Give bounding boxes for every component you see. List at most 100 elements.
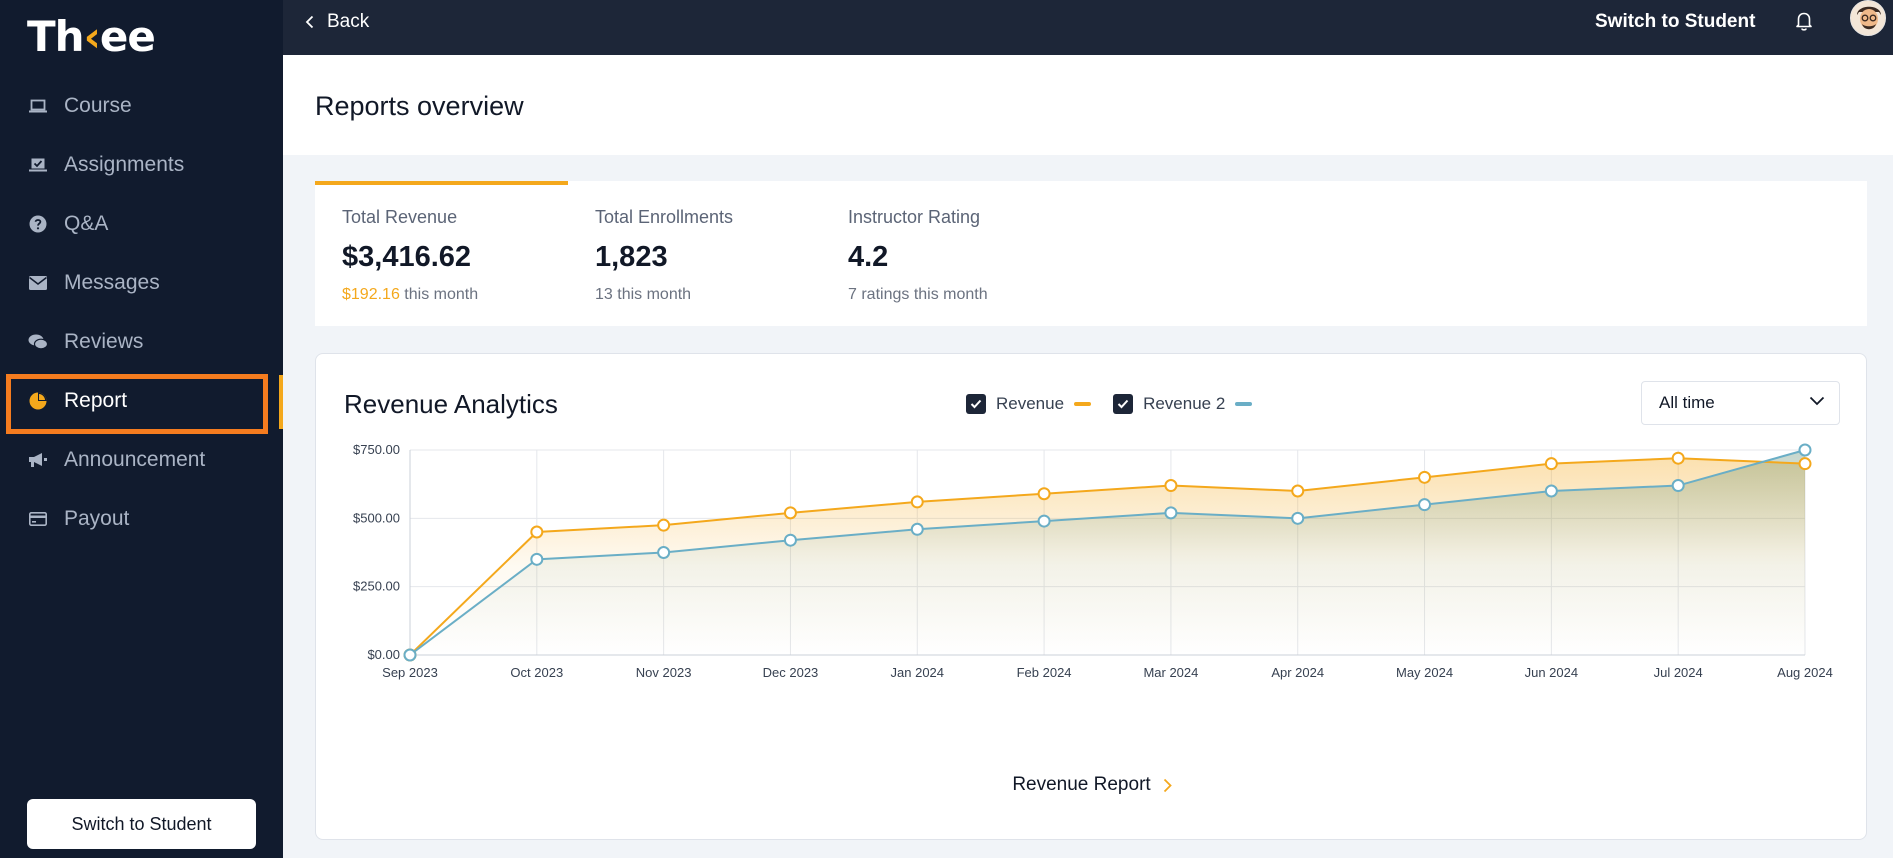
legend-swatch [1074,402,1092,406]
y-tick-label: $750.00 [353,442,400,457]
x-tick-label: May 2024 [1396,665,1453,680]
data-point [1671,479,1685,493]
envelope-icon [28,273,48,293]
back-button[interactable]: Back [305,0,369,44]
data-point [403,648,417,662]
data-point [910,522,924,536]
checkbox-checked[interactable] [966,394,986,414]
legend-label: Revenue [996,394,1065,413]
stat-subtext: $192.16 this month [342,286,478,304]
page-header: Reports overview [283,55,1893,155]
sidebar-item-label: Messages [64,270,160,294]
data-point [910,495,924,509]
sidebar-item-label: Announcement [64,447,206,471]
check-icon [1117,399,1129,409]
sidebar-item-announcement[interactable]: Announcement [0,430,283,489]
data-point [657,546,671,559]
data-point [1418,498,1432,512]
chevron-right-icon [1163,778,1172,792]
x-tick-label: Nov 2023 [636,665,692,680]
revenue-report-link[interactable]: Revenue Report [316,774,1868,796]
megaphone-icon [28,450,48,470]
stat-total-revenue[interactable]: Total Revenue $3,416.62 $192.16 this mon… [315,181,568,326]
sidebar-item-messages[interactable]: Messages [0,253,283,312]
sidebar-item-reviews[interactable]: Reviews [0,312,283,371]
x-tick-label: Jul 2024 [1654,665,1703,680]
sidebar-item-label: Q&A [64,211,109,235]
checkbox-checked[interactable] [1113,394,1134,414]
sidebar-item-label: Course [64,93,132,117]
comments-icon [28,332,48,352]
x-tick-label: Aug 2024 [1777,665,1833,680]
revenue-chart: $0.00 $250.00 $500.00 $750.00 Sep 2023 Oct 20… [353,442,1833,680]
revenue-report-label: Revenue Report [1012,774,1151,795]
data-point [1291,484,1305,498]
chevron-down-icon [1809,396,1825,406]
data-point [783,506,797,520]
x-tick-label: Oct 2023 [510,665,563,680]
x-tick-label: Jun 2024 [1525,665,1579,680]
active-indicator [279,375,283,429]
select-value: All time [1659,393,1715,412]
topbar: Back Switch to Student [283,0,1893,55]
assignment-icon [28,155,48,175]
stat-subtext-highlight: $192.16 [342,286,400,303]
page-title: Reports overview [315,91,524,121]
switch-to-student-button[interactable]: Switch to Student [27,799,256,849]
stat-label: Total Revenue [342,207,458,227]
stat-subtext-rest: this month [399,286,479,303]
chart-legend: Revenue Revenue 2 [966,394,1274,414]
x-tick-label: Sep 2023 [382,665,438,680]
data-point [1798,443,1812,457]
sidebar-item-payout[interactable]: Payout [0,489,283,548]
data-point [1671,451,1685,465]
data-point [1418,470,1432,484]
card-title: Revenue Analytics [344,389,558,419]
x-tick-label: Feb 2024 [1017,665,1072,680]
data-point [1164,506,1178,520]
legend-item-revenue-2[interactable]: Revenue 2 [1113,394,1253,414]
data-point [1798,457,1812,471]
sidebar-nav: Course Assignments Q&A Messages Reviews … [0,76,283,548]
switch-to-student-link[interactable]: Switch to Student [1595,11,1756,32]
y-tick-label: $250.00 [353,579,400,594]
x-tick-label: Jan 2024 [891,665,945,680]
stat-value: $3,416.62 [342,241,472,273]
x-tick-label: Dec 2023 [763,665,819,680]
stat-label: Total Enrollments [595,207,734,227]
sidebar-item-label: Reviews [64,329,144,353]
check-icon [970,399,982,409]
sidebar-item-assignments[interactable]: Assignments [0,135,283,194]
x-tick-label: Apr 2024 [1271,665,1324,680]
logo[interactable]: Th‹ee [27,12,156,61]
sidebar-item-qa[interactable]: Q&A [0,194,283,253]
stat-total-enrollments[interactable]: Total Enrollments 1,823 13 this month [568,181,821,326]
series-line [409,457,1806,656]
stat-subtext: 13 this month [595,286,692,303]
legend-swatch [1235,402,1253,406]
data-point [1164,479,1178,493]
data-point [1291,511,1305,525]
legend-label: Revenue 2 [1143,394,1226,413]
revenue-analytics-card: Revenue Analytics Revenue Revenue 2 All … [315,353,1867,840]
time-range-select[interactable]: All time [1641,381,1840,425]
bell-icon[interactable] [1794,10,1814,37]
y-tick-label: $500.00 [353,510,400,525]
data-point [783,533,797,547]
stat-value: 1,823 [595,241,668,273]
sidebar-item-report[interactable]: Report [0,371,283,434]
sidebar-item-course[interactable]: Course [0,76,283,135]
back-label: Back [327,11,370,32]
sidebar-item-label: Payout [64,506,130,530]
stat-label: Instructor Rating [848,207,981,227]
stat-instructor-rating[interactable]: Instructor Rating 4.2 7 ratings this mon… [821,181,1074,326]
question-icon [28,214,48,234]
chevron-left-icon [305,15,314,29]
data-point [657,518,671,532]
legend-item-revenue[interactable]: Revenue [966,394,1092,414]
avatar[interactable] [1850,0,1886,36]
sidebar-item-label: Assignments [64,152,185,176]
data-point [530,525,544,539]
stats-panel: Total Revenue $3,416.62 $192.16 this mon… [315,181,1867,326]
data-point [1544,484,1558,498]
